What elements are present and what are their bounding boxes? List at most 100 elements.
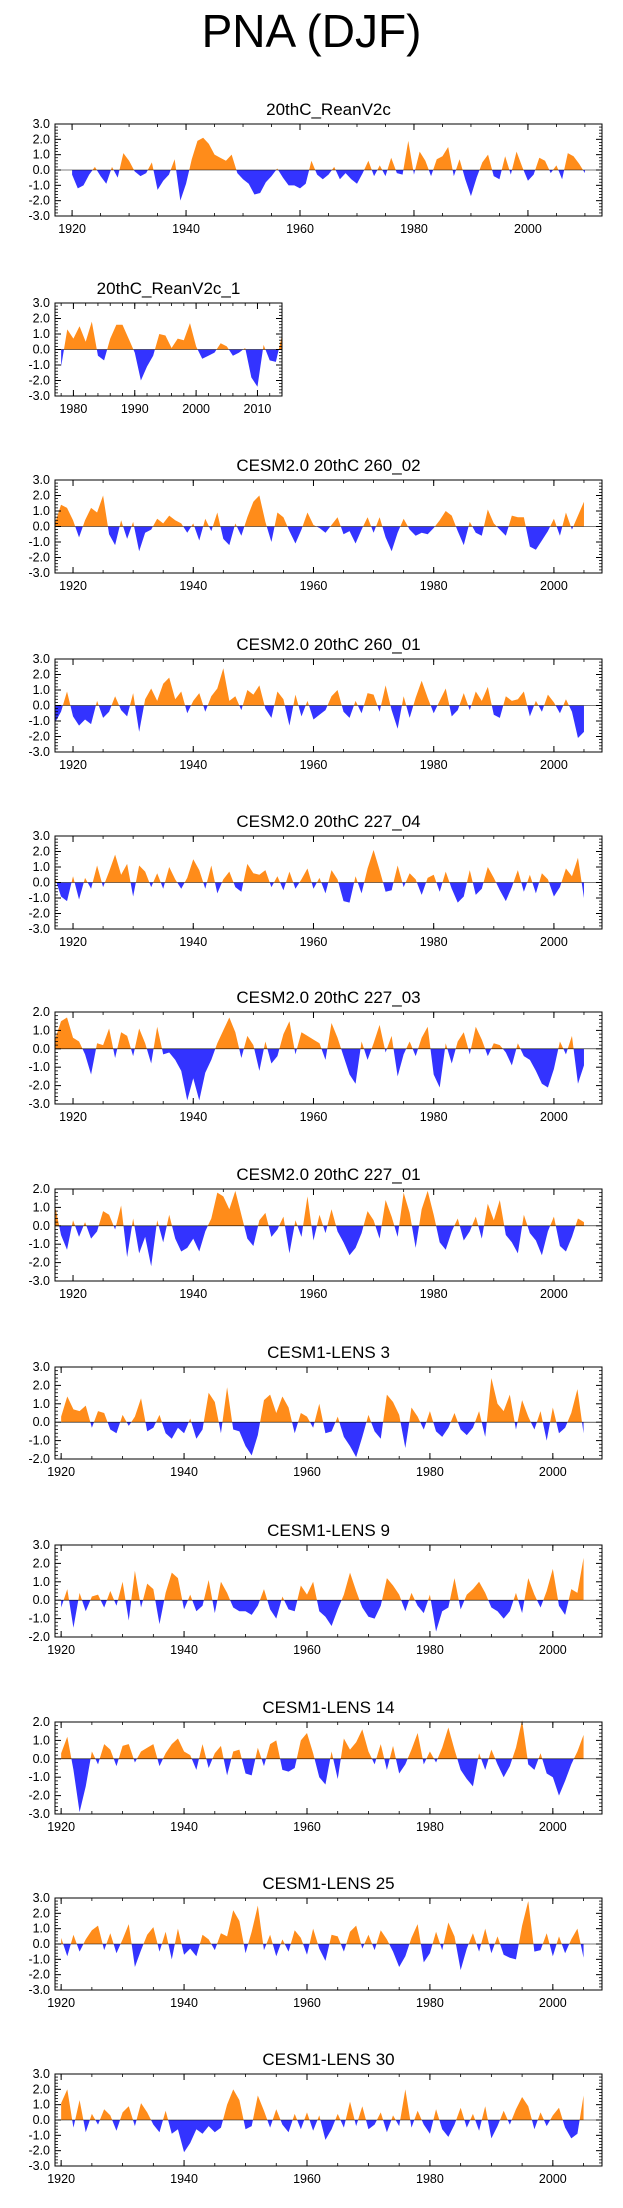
x-tick-label: 1980: [59, 402, 87, 416]
chart-title: 20thC_ReanV2c_1: [97, 279, 241, 298]
y-tick-label: -1.0: [28, 178, 50, 192]
chart-panel: 20thC_ReanV2c_1 3.0 2.01.0 0.0-1.0 -2.0-3.0 1…: [28, 279, 283, 416]
x-tick-label: 1980: [400, 222, 428, 236]
x-tick-label: 1920: [59, 758, 87, 772]
y-tick-label: 2.0: [33, 1378, 50, 1392]
chart-panel: CESM2.0 20thC 260_01 3.0 2.01.0 0.0-1.0 -2.0…: [28, 635, 603, 772]
x-tick-label: 2000: [540, 935, 568, 949]
x-tick-label: 1980: [416, 1820, 444, 1834]
positive-area-series: [72, 137, 585, 170]
chart-title: CESM2.0 20thC 227_01: [236, 1165, 420, 1184]
x-tick-label: 1990: [121, 402, 149, 416]
x-tick-label: 1980: [416, 1996, 444, 2010]
plot-frame: [54, 1366, 603, 1460]
x-tick-label: 1940: [179, 1287, 207, 1301]
y-tick-label: 1.0: [33, 860, 50, 874]
y-tick-label: -2.0: [28, 730, 50, 744]
y-tick-label: -3.0: [28, 1807, 50, 1821]
y-tick-label: 3.0: [33, 473, 50, 487]
y-tick-label: -1.0: [28, 1770, 50, 1784]
x-tick-label: 1980: [416, 2172, 444, 2186]
y-tick-label: -1.0: [28, 358, 50, 372]
y-tick-label: -2.0: [28, 1079, 50, 1093]
x-tick-label: 2010: [244, 402, 272, 416]
y-tick-label: 0.0: [33, 163, 50, 177]
y-tick-label: -1.0: [28, 1952, 50, 1966]
x-tick-label: 2000: [540, 758, 568, 772]
x-tick-label: 1940: [170, 1465, 198, 1479]
y-tick-label: 0.0: [33, 1752, 50, 1766]
y-tick-label: 3.0: [33, 1360, 50, 1374]
x-tick-label: 1920: [58, 222, 86, 236]
y-tick-label: -2.0: [28, 1630, 50, 1644]
y-tick-label: -2.0: [28, 1968, 50, 1982]
x-tick-label: 1940: [179, 935, 207, 949]
y-tick-label: -2.0: [28, 2144, 50, 2158]
y-tick-label: 3.0: [33, 117, 50, 131]
positive-area-series: [61, 1378, 584, 1423]
y-tick-label: -2.0: [28, 1452, 50, 1466]
x-tick-label: 2000: [539, 1643, 567, 1657]
positive-area-series: [55, 849, 584, 883]
y-tick-label: -1.0: [28, 714, 50, 728]
y-tick-label: 2.0: [33, 1556, 50, 1570]
y-tick-label: -2.0: [28, 1256, 50, 1270]
negative-area-series: [61, 1600, 584, 1632]
y-tick-label: 1.0: [33, 683, 50, 697]
y-tick-label: 2.0: [33, 1005, 50, 1019]
x-tick-label: 1980: [416, 1643, 444, 1657]
y-tick-label: -2.0: [28, 551, 50, 565]
negative-area-series: [61, 1944, 584, 1971]
y-tick-label: 1.0: [33, 1023, 50, 1037]
y-tick-label: 1.0: [33, 1575, 50, 1589]
x-tick-label: 1980: [420, 758, 448, 772]
y-tick-label: -3.0: [28, 745, 50, 759]
x-tick-label: 1960: [293, 1996, 321, 2010]
x-tick-label: 1960: [300, 1287, 328, 1301]
y-tick-label: 2.0: [33, 1906, 50, 1920]
x-tick-label: 1980: [416, 1465, 444, 1479]
y-tick-label: 0.0: [33, 343, 50, 357]
y-tick-label: -1.0: [28, 1237, 50, 1251]
x-tick-label: 1940: [170, 2172, 198, 2186]
y-tick-label: -2.0: [28, 1789, 50, 1803]
chart-title: CESM2.0 20thC 227_04: [236, 812, 420, 831]
x-tick-label: 1940: [179, 758, 207, 772]
y-tick-label: -1.0: [28, 1060, 50, 1074]
x-tick-label: 1960: [300, 935, 328, 949]
chart-title: CESM1-LENS 30: [262, 2050, 394, 2069]
chart-panel: CESM1-LENS 30 3.02.0 1.00.0-1.0 -2.0-3.0192…: [28, 2050, 603, 2186]
y-tick-label: -2.0: [28, 374, 50, 388]
y-tick-label: 1.0: [33, 1200, 50, 1214]
y-tick-label: 0.0: [33, 1219, 50, 1233]
chart-panel: CESM2.0 20thC 260_02 3.0 2.01.0 0.0-1.0 -2.0…: [28, 456, 603, 593]
chart-title: CESM2.0 20thC 260_02: [236, 456, 420, 475]
x-tick-label: 1980: [420, 579, 448, 593]
x-tick-label: 2000: [539, 1465, 567, 1479]
x-tick-label: 1920: [47, 1643, 75, 1657]
negative-area-series: [72, 170, 585, 201]
chart-title: CESM1-LENS 25: [262, 1874, 394, 1893]
x-tick-label: 1940: [179, 579, 207, 593]
y-tick-label: 0.0: [33, 699, 50, 713]
positive-area-series: [55, 1017, 584, 1049]
x-tick-label: 1960: [293, 2172, 321, 2186]
x-tick-label: 1940: [170, 1820, 198, 1834]
x-tick-label: 1960: [300, 758, 328, 772]
y-tick-label: 0.0: [33, 520, 50, 534]
chart-title: CESM1-LENS 14: [262, 1698, 394, 1717]
y-tick-label: 2.0: [33, 1715, 50, 1729]
x-tick-label: 1980: [420, 935, 448, 949]
positive-area-series: [61, 1901, 584, 1944]
plot-frame: [54, 1721, 603, 1815]
negative-area-series: [55, 882, 584, 903]
x-tick-label: 1980: [420, 1287, 448, 1301]
y-tick-label: 2.0: [33, 132, 50, 146]
y-tick-label: 1.0: [33, 504, 50, 518]
y-tick-label: 0.0: [33, 1593, 50, 1607]
chart-title: CESM2.0 20thC 260_01: [236, 635, 420, 654]
y-tick-label: -2.0: [28, 907, 50, 921]
